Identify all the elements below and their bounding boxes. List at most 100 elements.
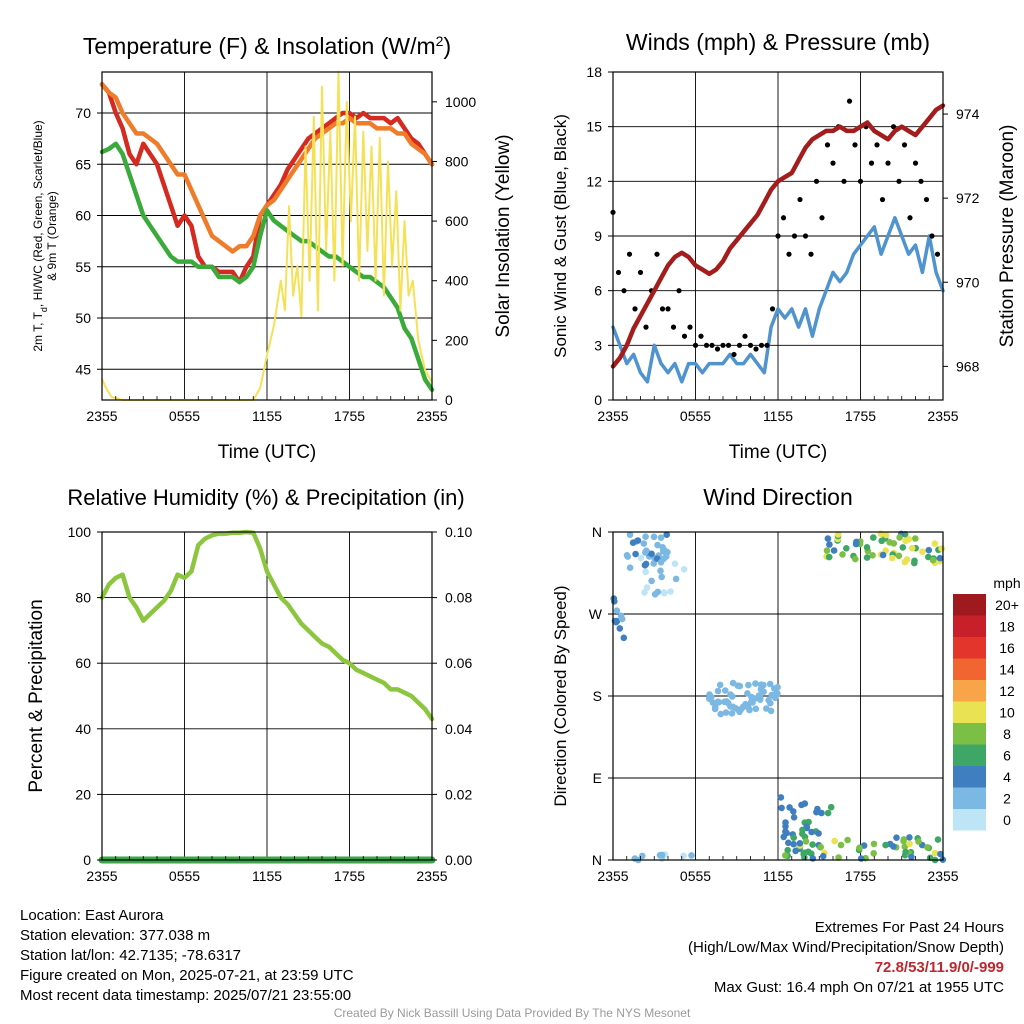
panel-winds: Winds (mph) & Pressure (mb) 2355 0555 1155… bbox=[551, 29, 1018, 463]
y2-tick-label: 0.06 bbox=[445, 655, 472, 671]
direction-point bbox=[782, 819, 789, 826]
direction-point bbox=[752, 705, 760, 713]
direction-point bbox=[938, 545, 945, 552]
direction-point bbox=[937, 850, 944, 858]
y2-tick-label: 972 bbox=[956, 190, 980, 206]
y2-tick-label: 0.08 bbox=[445, 590, 472, 606]
y2-tick-label: 0.04 bbox=[445, 721, 472, 737]
gust-point bbox=[769, 306, 776, 312]
legend-label: 14 bbox=[999, 661, 1015, 677]
gust-point bbox=[687, 324, 693, 330]
direction-point bbox=[878, 537, 885, 545]
y-axis-label-temperature-line2: & 9m T (Orange) bbox=[45, 191, 59, 281]
y-axis-label-wind-direction: Direction (Colored By Speed) bbox=[551, 585, 570, 806]
direction-point bbox=[777, 794, 785, 801]
direction-point bbox=[915, 838, 922, 845]
direction-point bbox=[641, 589, 648, 596]
direction-point bbox=[819, 852, 827, 860]
gust-point bbox=[681, 333, 688, 339]
y-tick-label: 70 bbox=[75, 105, 91, 121]
gust-point bbox=[747, 342, 754, 348]
gust-point bbox=[670, 324, 677, 330]
direction-point bbox=[882, 531, 890, 539]
y-tick-label: 80 bbox=[75, 590, 91, 606]
gust-point bbox=[654, 251, 660, 257]
y-tick-label: 12 bbox=[586, 173, 602, 189]
direction-point bbox=[729, 679, 737, 687]
direction-point bbox=[643, 547, 650, 554]
direction-point bbox=[745, 681, 752, 689]
direction-point bbox=[890, 843, 897, 850]
panel-title-temperature: Temperature (F) & Insolation (W/m2) bbox=[83, 33, 451, 59]
x-tick-label: 1155 bbox=[252, 868, 282, 884]
x-tick-label: 2355 bbox=[927, 408, 958, 424]
direction-point bbox=[757, 681, 765, 688]
legend-swatch bbox=[953, 680, 986, 702]
direction-point bbox=[722, 709, 730, 716]
gust-point bbox=[621, 288, 627, 294]
y-tick-label: 55 bbox=[75, 259, 91, 275]
direction-point bbox=[749, 699, 756, 706]
direction-point bbox=[870, 534, 877, 541]
direction-point bbox=[650, 533, 658, 541]
direction-point bbox=[798, 801, 805, 809]
direction-point bbox=[716, 681, 724, 689]
direction-point bbox=[623, 552, 631, 559]
direction-point bbox=[650, 560, 657, 567]
direction-point bbox=[893, 834, 900, 841]
gust-point bbox=[879, 196, 886, 203]
y-tick-label: E bbox=[593, 770, 602, 786]
direction-point bbox=[745, 704, 752, 711]
gust-point bbox=[720, 342, 726, 348]
direction-point bbox=[808, 828, 815, 836]
direction-point bbox=[882, 841, 889, 849]
direction-point bbox=[817, 843, 824, 851]
direction-point bbox=[767, 707, 775, 715]
gust-point bbox=[808, 251, 814, 257]
y2-tick-label: 968 bbox=[956, 358, 980, 374]
direction-point bbox=[610, 595, 618, 602]
direction-point bbox=[919, 548, 926, 555]
legend-swatch bbox=[953, 594, 986, 616]
direction-point bbox=[911, 557, 918, 565]
x-tick-label: 1755 bbox=[334, 868, 365, 884]
direction-point bbox=[688, 852, 695, 859]
direction-point bbox=[931, 540, 939, 547]
gust-point bbox=[802, 233, 809, 239]
x-tick-label: 0555 bbox=[169, 868, 200, 884]
x-tick-label: 1155 bbox=[763, 408, 793, 424]
plot-frame-humidity bbox=[101, 531, 433, 861]
direction-point bbox=[658, 573, 665, 581]
y-tick-label: 40 bbox=[75, 721, 91, 737]
panel-temperature: Temperature (F) & Insolation (W/m2) 2355… bbox=[31, 33, 514, 463]
legend-label: 2 bbox=[1003, 790, 1011, 806]
gust-point bbox=[703, 342, 710, 348]
x-tick-label: 2355 bbox=[597, 408, 628, 424]
legend-label: 6 bbox=[1003, 747, 1011, 763]
direction-point bbox=[752, 680, 759, 687]
panel-title-wind-direction: Wind Direction bbox=[703, 484, 853, 510]
y-tick-label: 60 bbox=[75, 208, 91, 224]
gust-point bbox=[852, 142, 858, 148]
direction-point bbox=[929, 556, 937, 564]
y-tick-label: 45 bbox=[75, 361, 91, 377]
station-location: Location: East Aurora bbox=[20, 907, 164, 924]
direction-point bbox=[818, 809, 825, 817]
y2-axis-label-pressure: Station Pressure (Maroon) bbox=[997, 125, 1018, 348]
direction-point bbox=[889, 554, 896, 562]
y2-tick-label: 200 bbox=[445, 332, 469, 348]
x-tick-label: 1755 bbox=[334, 408, 365, 424]
legend-label: 4 bbox=[1003, 769, 1011, 785]
y-tick-label: S bbox=[593, 688, 602, 704]
gust-point bbox=[857, 178, 864, 184]
gust-point bbox=[692, 342, 699, 348]
legend-swatch bbox=[953, 615, 986, 637]
y2-tick-label: 600 bbox=[445, 213, 469, 229]
direction-point bbox=[737, 705, 745, 713]
direction-point bbox=[717, 710, 724, 718]
direction-point bbox=[896, 534, 903, 541]
direction-point bbox=[620, 634, 628, 642]
direction-point bbox=[908, 853, 915, 861]
direction-point bbox=[934, 836, 942, 843]
